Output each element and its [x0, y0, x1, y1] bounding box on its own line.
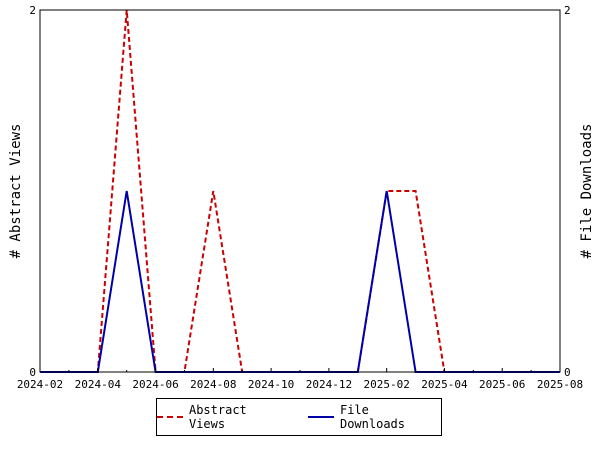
y-axis-left-label: # Abstract Views — [8, 124, 24, 259]
y-left-tick-label: 0 — [29, 366, 36, 379]
x-tick-label: 2024-04 — [75, 378, 122, 391]
x-tick-label: 2024-12 — [306, 378, 352, 391]
legend-item-file-downloads: File Downloads — [308, 403, 441, 431]
legend-swatch-file-downloads — [308, 416, 334, 418]
x-tick-label: 2024-10 — [248, 378, 294, 391]
series-line-abstract-views — [40, 9, 560, 373]
y-axis-right-ticks: 02 — [556, 4, 571, 379]
legend-swatch-abstract-views — [157, 416, 183, 418]
x-tick-label: 2025-04 — [421, 378, 468, 391]
plot-lines — [40, 9, 560, 373]
y-right-tick-label: 0 — [564, 366, 571, 379]
y-right-tick-label: 2 — [564, 4, 571, 17]
x-axis-ticks: 2024-02 2024-04 2024-06 2024-08 2024-10 2024-… — [17, 368, 583, 391]
x-tick-label: 2025-08 — [537, 378, 583, 391]
legend: Abstract Views File Downloads — [156, 398, 442, 436]
x-tick-label: 2024-06 — [132, 378, 178, 391]
plot-frame — [39, 9, 561, 373]
y-left-tick-label: 2 — [29, 4, 36, 17]
legend-label-abstract-views: Abstract Views — [188, 403, 247, 431]
x-tick-label: 2025-06 — [479, 378, 525, 391]
x-tick-label: 2025-02 — [363, 378, 409, 391]
y-axis-right-label: # File Downloads — [579, 124, 595, 259]
legend-item-abstract-views: Abstract Views — [157, 403, 290, 431]
y-axis-left-ticks: 02 — [29, 4, 44, 379]
series-line-file-downloads — [40, 190, 560, 373]
x-tick-label: 2024-08 — [190, 378, 236, 391]
legend-label-file-downloads: File Downloads — [339, 403, 405, 431]
x-tick-label: 2024-02 — [17, 378, 63, 391]
